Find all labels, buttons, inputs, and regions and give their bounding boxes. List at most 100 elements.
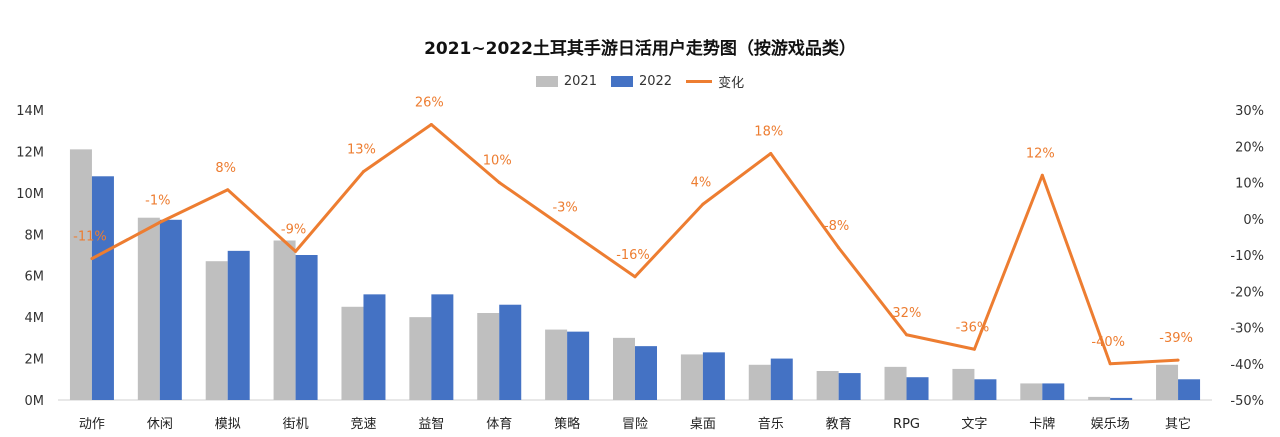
bar-2021: [952, 368, 975, 400]
legend-label-2021: 2021: [563, 74, 597, 89]
legend-swatch-2022: [610, 76, 633, 87]
x-tick-label: 体育: [486, 416, 512, 432]
bar-2022: [159, 219, 182, 400]
x-tick-label: RPG: [893, 417, 920, 432]
data-label-change: 18%: [754, 125, 783, 140]
data-label-change: -32%: [888, 306, 922, 321]
line-point-change: [633, 275, 637, 279]
y-right-tick-label: -10%: [1230, 249, 1264, 264]
data-label-change: -40%: [1091, 335, 1125, 350]
data-label-change: -3%: [552, 201, 577, 216]
data-label-change: 8%: [215, 161, 236, 176]
line-point-change: [972, 347, 976, 351]
y-right-tick-label: -30%: [1230, 322, 1264, 337]
line-point-change: [158, 220, 162, 224]
y-left-tick-label: 6M: [25, 270, 45, 285]
y-left-tick-label: 14M: [16, 104, 44, 119]
bar-2022: [838, 373, 861, 400]
bar-2021: [816, 371, 839, 400]
data-label-change: -39%: [1159, 331, 1193, 346]
y-right-tick-label: -40%: [1230, 358, 1264, 373]
data-label-change: -11%: [73, 230, 107, 245]
data-label-change: -36%: [956, 320, 990, 335]
line-point-change: [226, 188, 230, 192]
bar-2022: [567, 331, 590, 400]
y-left-tick-label: 12M: [16, 145, 44, 160]
chart-title: 2021~2022土耳其手游日活用户走势图（按游戏品类）: [424, 39, 856, 59]
data-label-change: -1%: [145, 193, 170, 208]
x-tick-label: 娱乐场: [1091, 417, 1130, 432]
bar-2022: [91, 176, 114, 400]
line-point-change: [294, 249, 298, 253]
bar-2021: [1088, 396, 1111, 400]
series-line-change: [91, 123, 1179, 366]
line-point-change: [1108, 362, 1112, 366]
x-tick-label: 其它: [1165, 416, 1191, 432]
bar-2021: [341, 306, 364, 400]
y-right-tick-label: -50%: [1230, 394, 1264, 409]
bar-2021: [137, 217, 160, 400]
line-point-change: [1176, 358, 1180, 362]
x-tick-label: 益智: [418, 417, 444, 432]
legend-item-2021: 2021: [535, 72, 597, 91]
legend: 2021 2022 变化: [0, 72, 1280, 91]
line-point-change: [905, 333, 909, 337]
bar-2021: [69, 149, 92, 400]
x-tick-label: 音乐: [758, 416, 784, 432]
y-left-tick-label: 0M: [25, 394, 45, 409]
line-point-change: [1040, 173, 1044, 177]
bar-2021: [1020, 383, 1043, 400]
line-point-change: [837, 246, 841, 250]
y-left-tick-label: 8M: [25, 228, 45, 243]
line-point-change: [565, 228, 569, 232]
bar-2021: [748, 364, 771, 400]
line-point-change: [769, 152, 773, 155]
bar-2021: [409, 317, 432, 400]
bar-2021: [273, 240, 296, 400]
bar-2022: [635, 346, 657, 400]
bar-2022: [770, 358, 793, 400]
y-right-tick-label: 0%: [1243, 213, 1264, 228]
x-tick-label: 教育: [826, 416, 852, 432]
y-right-tick-label: -20%: [1230, 285, 1264, 300]
bar-2022: [906, 377, 929, 400]
bar-2021: [477, 313, 500, 400]
bar-2022: [295, 255, 318, 400]
y-left-tick-label: 4M: [25, 311, 45, 326]
data-label-change: -9%: [281, 222, 306, 237]
legend-item-change: 变化: [686, 72, 744, 91]
bar-2022: [974, 379, 997, 400]
x-tick-label: 模拟: [215, 417, 241, 432]
bar-2022: [1110, 397, 1133, 400]
y-right-tick-label: 10%: [1235, 177, 1264, 192]
line-point-change: [701, 202, 705, 206]
line-point-change: [361, 170, 365, 174]
legend-swatch-change: [686, 80, 713, 83]
data-label-change: 10%: [483, 154, 512, 169]
y-right-tick-label: 30%: [1235, 104, 1264, 119]
line-point-change: [429, 123, 433, 126]
y-right-tick-label: 20%: [1235, 140, 1264, 155]
x-tick-label: 街机: [283, 417, 309, 432]
x-tick-label: 策略: [554, 416, 580, 432]
bar-2022: [363, 294, 386, 400]
legend-label-2022: 2022: [638, 74, 673, 89]
bar-2021: [205, 261, 228, 400]
data-label-change: -16%: [616, 248, 650, 263]
data-label-change: 26%: [415, 96, 444, 111]
legend-swatch-2021: [535, 76, 558, 87]
bar-2022: [499, 304, 522, 400]
line-point-change: [497, 181, 501, 184]
x-tick-label: 休闲: [147, 417, 173, 432]
line-point-change: [90, 257, 94, 261]
bar-2022: [431, 294, 454, 400]
legend-item-2022: 2022: [610, 72, 673, 91]
x-tick-label: 卡牌: [1029, 416, 1055, 432]
bar-2022: [702, 352, 725, 400]
data-label-change: 13%: [347, 143, 376, 158]
bar-2021: [680, 354, 703, 400]
data-label-change: 12%: [1026, 146, 1055, 161]
legend-label-change: 变化: [718, 76, 745, 91]
